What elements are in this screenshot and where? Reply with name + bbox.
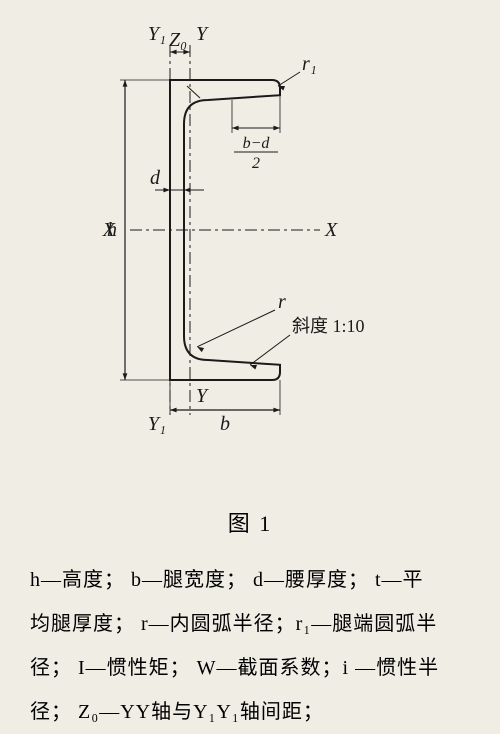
caption-line-2: 均腿厚度； r—内圆弧半径；r₁—腿端圆弧半 <box>30 602 470 646</box>
svg-text:Y₁: Y₁ <box>148 413 166 435</box>
svg-text:Y: Y <box>196 385 209 407</box>
svg-text:b: b <box>220 413 230 435</box>
svg-text:d: d <box>150 167 161 189</box>
svg-text:2: 2 <box>252 155 260 172</box>
caption-title: 图 1 <box>30 500 470 548</box>
caption-line-3: 径； I—惯性矩； W—截面系数；i —惯性半 <box>30 646 470 690</box>
caption-line-4: 径； Z₀—YY轴与Y₁Y₁轴间距； <box>30 690 470 734</box>
svg-text:r: r <box>278 291 286 313</box>
svg-text:X: X <box>102 219 116 241</box>
svg-text:Y₁: Y₁ <box>148 23 166 45</box>
channel-diagram: hbdZ₀b−d2r₁r斜度 1:10Y₁YXXYY₁ <box>50 20 450 490</box>
svg-text:b−d: b−d <box>243 135 271 152</box>
caption-line-1: h—高度； b—腿宽度； d—腰厚度； t—平 <box>30 558 470 602</box>
svg-text:Y: Y <box>196 23 209 45</box>
svg-text:斜度 1:10: 斜度 1:10 <box>292 316 365 336</box>
caption: 图 1 h—高度； b—腿宽度； d—腰厚度； t—平 均腿厚度； r—内圆弧半… <box>30 500 470 734</box>
svg-text:X: X <box>324 219 338 241</box>
svg-text:r₁: r₁ <box>302 53 317 75</box>
svg-text:Z₀: Z₀ <box>169 29 187 51</box>
